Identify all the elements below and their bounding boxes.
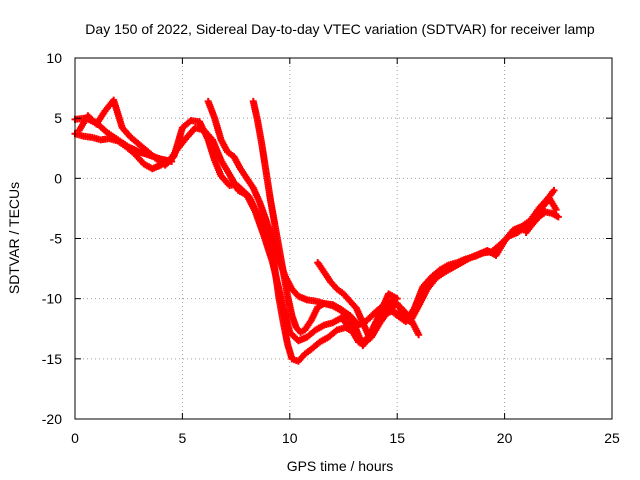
x-axis-label: GPS time / hours <box>287 458 394 474</box>
x-tick-label: 10 <box>282 430 298 446</box>
y-tick-label: -15 <box>42 351 62 367</box>
data-marks <box>71 96 562 365</box>
axis-ticks: 0 5 10 15 20 25 -20 -15 -10 -5 0 5 10 <box>42 50 620 446</box>
y-tick-label: -10 <box>42 291 62 307</box>
series-track-7 <box>522 208 562 236</box>
y-tick-label: 5 <box>54 110 62 126</box>
data-point <box>554 213 562 221</box>
grid-lines <box>75 58 612 419</box>
x-tick-label: 5 <box>179 430 187 446</box>
y-tick-label: -20 <box>42 411 62 427</box>
series-track-6 <box>71 114 176 165</box>
y-tick-label: -5 <box>50 231 63 247</box>
y-tick-label: 0 <box>54 170 62 186</box>
data-point <box>393 295 401 303</box>
y-axis-label: SDTVAR / TECUs <box>6 182 22 294</box>
series-track-5 <box>314 259 401 341</box>
chart-title: Day 150 of 2022, Sidereal Day-to-day VTE… <box>85 21 595 37</box>
y-tick-label: 10 <box>46 50 62 66</box>
series-track-4 <box>204 97 423 339</box>
data-point <box>415 331 423 339</box>
x-tick-label: 25 <box>604 430 620 446</box>
data-point <box>550 186 558 194</box>
data-point <box>168 157 176 165</box>
x-tick-label: 0 <box>71 430 79 446</box>
x-tick-label: 15 <box>389 430 405 446</box>
x-tick-label: 20 <box>497 430 513 446</box>
data-point <box>552 206 560 214</box>
